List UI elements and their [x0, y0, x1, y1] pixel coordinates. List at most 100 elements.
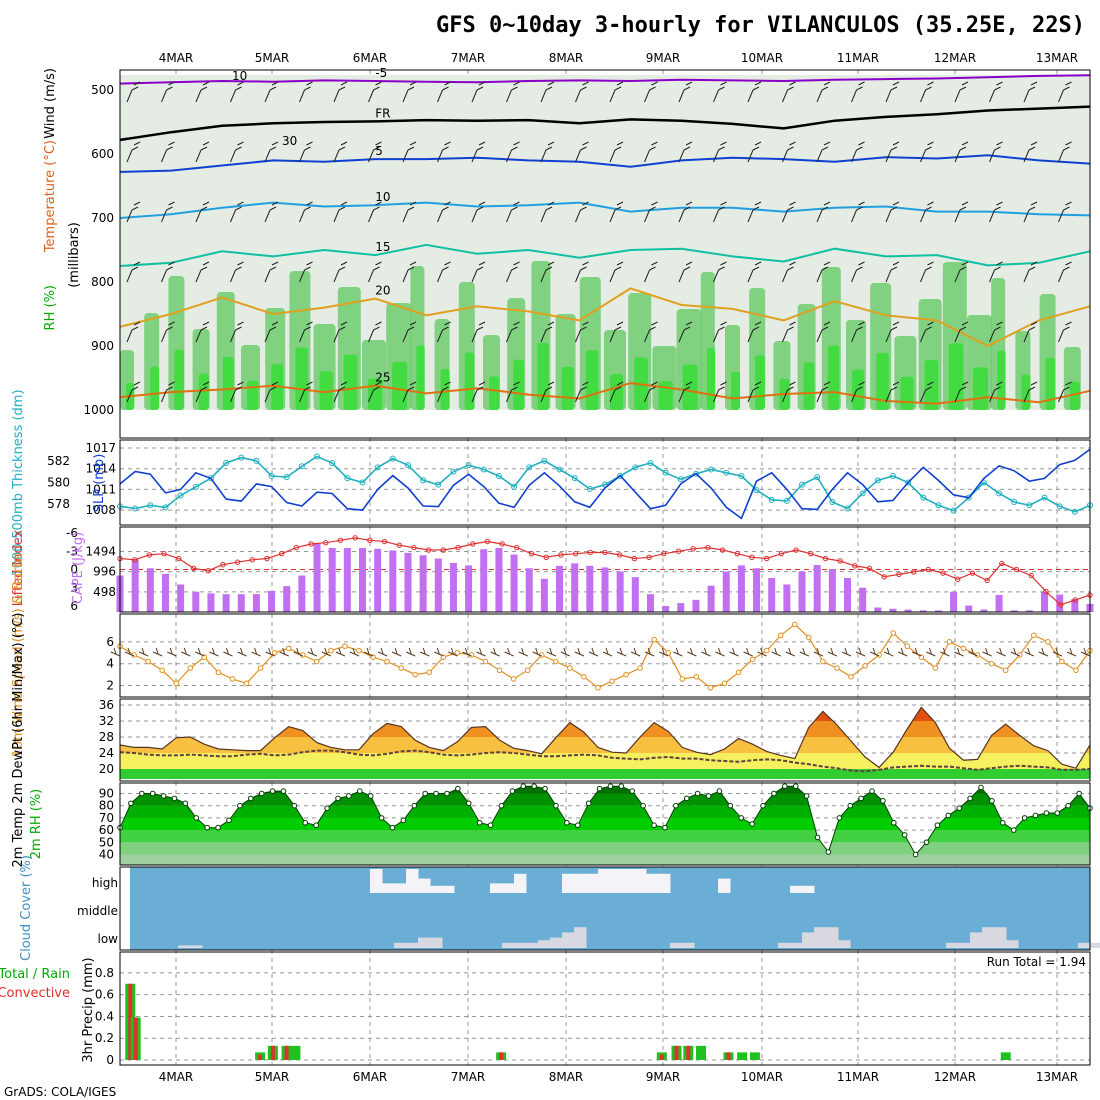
wind-barb [747, 141, 762, 163]
cloud-low-bar [514, 942, 527, 948]
thickness-point [814, 474, 821, 481]
temp-axis-label: 2m Temp 2m DewPt (6hr Min/Max) (°C) [11, 613, 26, 868]
rh-shade-bright [513, 359, 524, 410]
rh-contour-label: 10 [232, 69, 247, 83]
cape-bar [131, 559, 139, 612]
surface-wind-barb [1052, 647, 1063, 657]
thickness-point [799, 481, 806, 488]
pressure-tick-label: 700 [91, 211, 114, 225]
precip-total-bar [737, 1052, 748, 1060]
surface-wind-barb [982, 647, 992, 657]
cape-bar [207, 593, 215, 612]
wind-barb [954, 381, 969, 403]
rh-shade-bright [150, 366, 160, 410]
thickness-point [359, 479, 366, 486]
li-point [205, 568, 211, 574]
rh-point [237, 802, 243, 809]
thickness-point [935, 502, 942, 509]
cape-bar [783, 584, 791, 612]
wind-barb [954, 201, 969, 223]
wind-speed-point [384, 658, 390, 665]
li-point [1057, 602, 1064, 608]
li-point [264, 555, 270, 562]
thickness-point [571, 475, 578, 482]
thickness-point [677, 476, 684, 483]
cape-bar [934, 610, 942, 612]
isotherm-line-0 [119, 74, 1091, 85]
rh-shade-bright [343, 354, 358, 410]
surface-wind-barb [307, 647, 318, 657]
wind-barb [885, 201, 900, 223]
wind-barb [989, 141, 1003, 163]
temp-tick-label: 32 [99, 714, 114, 728]
rh-point [694, 790, 701, 797]
li-point [161, 550, 167, 557]
cloud-high-bar [610, 869, 623, 893]
wind-speed-point [707, 684, 714, 691]
wind-barb [540, 141, 555, 163]
wind-barb [402, 381, 417, 403]
cape-bar [404, 552, 412, 612]
cape-bar [328, 548, 336, 612]
wind-barb [954, 261, 969, 283]
rh-shade-bright [610, 374, 624, 410]
wind-barb [851, 81, 865, 103]
cape-bar [480, 549, 488, 612]
rh-point [378, 815, 385, 821]
surface-wind-barb [209, 647, 219, 657]
wind-speed-point [651, 636, 658, 643]
surface-wind-barb [954, 647, 964, 657]
li-point [955, 576, 961, 582]
wind-barb [368, 81, 382, 103]
cape-bar [813, 565, 821, 612]
li-point [881, 574, 887, 580]
wind-barb [747, 201, 762, 223]
pressure-tick-label: 900 [91, 339, 114, 353]
wind-barb [851, 321, 865, 343]
wind-barb [333, 81, 348, 103]
cape-bar [177, 584, 185, 612]
wind-speed-point [243, 680, 250, 687]
wind-barb [644, 81, 658, 103]
wind-barb [678, 261, 693, 283]
li-tick-label: -3 [66, 544, 78, 558]
rh-point [673, 802, 679, 809]
surface-wind-barb [1080, 647, 1091, 657]
rh-point [149, 790, 156, 797]
pressure-axis-label: (millibars) [67, 222, 82, 288]
thickness-point [511, 483, 518, 490]
wind-barb [161, 321, 175, 343]
wind-barb [816, 201, 831, 223]
thickness-point [298, 463, 305, 470]
wind-barb [609, 201, 624, 223]
panel-frame-7 [119, 951, 1091, 1066]
wind-barb [782, 141, 796, 163]
isotherm-label: 15 [375, 240, 390, 254]
thickness-point [920, 494, 927, 501]
li-axis-label: Lifted Index [11, 529, 26, 606]
li-point [763, 555, 770, 562]
surface-wind-barb [715, 647, 725, 657]
cloud-high-bar [394, 883, 407, 893]
wind-speed-point [763, 647, 770, 654]
isotherm-line-6 [119, 382, 1091, 405]
wind-barb [264, 141, 279, 163]
rh-point [160, 793, 167, 799]
rh-point [193, 815, 200, 821]
wind-speed-point [524, 667, 531, 674]
cape-bar [283, 586, 291, 612]
wind-speed-point [567, 665, 573, 671]
cloud-high-bar [370, 869, 383, 893]
wind-barb [851, 381, 865, 403]
surface-wind-barb [406, 647, 416, 657]
rh-point [912, 851, 919, 858]
rh-shade-bright [464, 352, 475, 410]
surface-wind-barb [251, 647, 261, 657]
wind-speed-point [328, 647, 334, 654]
cape-bar [965, 605, 973, 612]
temp-band [120, 769, 1090, 779]
rh-shade-bright [440, 369, 450, 410]
wind-barb [506, 201, 520, 223]
thickness-point [223, 460, 230, 466]
temp-tick-label: 28 [99, 730, 114, 744]
